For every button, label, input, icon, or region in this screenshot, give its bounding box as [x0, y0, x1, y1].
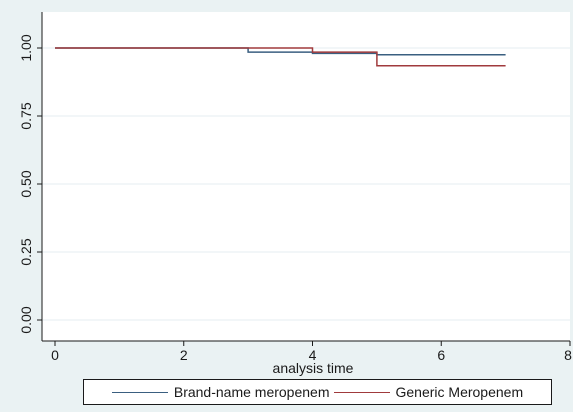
legend-label-brand: Brand-name meropenem — [173, 384, 330, 400]
legend-item-brand: Brand-name meropenem — [111, 384, 330, 400]
x-tick-label-1: 2 — [180, 347, 188, 363]
y-tick-label-3: 0.75 — [18, 102, 34, 129]
x-axis-title: analysis time — [273, 360, 354, 376]
series-line-1 — [55, 47, 506, 67]
x-tick-label-3: 6 — [437, 347, 445, 363]
x-tick-label-0: 0 — [51, 347, 59, 363]
x-tick-label-2: 4 — [309, 347, 317, 363]
plot-area — [42, 12, 570, 341]
legend-swatch-generic — [333, 391, 390, 393]
legend-label-generic: Generic Meropenem — [395, 384, 524, 400]
legend-swatch-brand — [111, 391, 168, 393]
y-tick-label-4: 1.00 — [18, 34, 34, 61]
legend-item-generic: Generic Meropenem — [333, 384, 524, 400]
chart-legend: Brand-name meropenem Generic Meropenem — [83, 379, 552, 405]
x-tick-label-4: 8 — [564, 347, 572, 363]
y-tick-label-1: 0.25 — [18, 238, 34, 265]
y-tick-label-2: 0.50 — [18, 170, 34, 197]
y-tick-label-0: 0.00 — [18, 306, 34, 333]
